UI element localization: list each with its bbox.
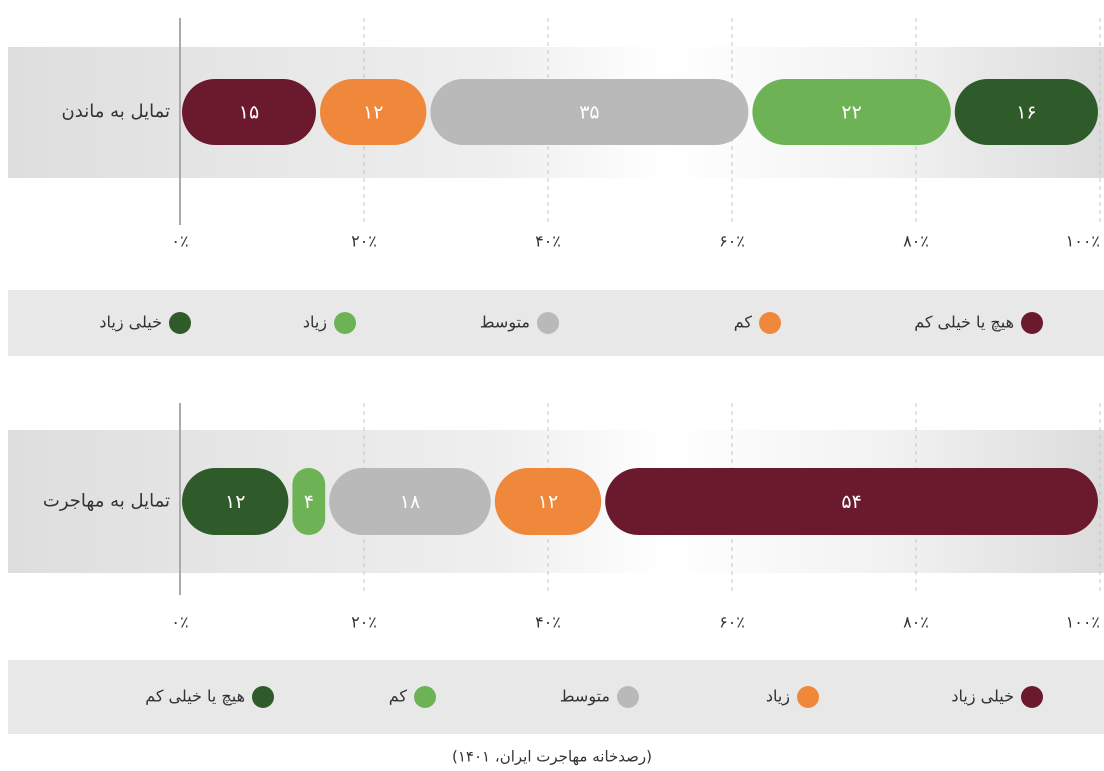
bar-segment [320,79,427,145]
data-label: ۱۲ [363,102,383,124]
legend-swatch [797,686,819,708]
x-tick-label: ۸۰٪ [903,613,929,632]
legend-label: خیلی زیاد [99,313,162,333]
x-tick-label: ۲۰٪ [351,232,377,251]
legend-label: کم [389,687,408,706]
data-label: ۵۴ [841,491,861,513]
bar-segment [329,468,491,535]
legend-label: هیچ یا خیلی کم [145,687,245,706]
category-label: تمایل به مهاجرت [43,491,170,512]
legend-band [8,660,1104,734]
bar-segment [605,468,1098,535]
data-label: ۱۵ [239,102,259,124]
data-label: ۴ [304,491,314,513]
legend-label: کم [734,313,753,332]
x-tick-label: ۰٪ [171,232,188,251]
legend-swatch [759,312,781,334]
category-label: تمایل به ماندن [62,101,170,122]
bar-segment [954,79,1098,145]
bar-segment [292,468,326,535]
data-label: ۱۲ [225,491,245,513]
legend-label: زیاد [766,687,790,707]
bar-segment [494,468,602,535]
legend-swatch [414,686,436,708]
legend-swatch [1021,686,1043,708]
legend-label: متوسط [480,313,530,333]
source: (رصدخانه مهاجرت ایران، ۱۴۰۱) [452,748,652,766]
legend-swatch [252,686,274,708]
data-label: ۱۸ [400,491,420,513]
data-label: ۲۲ [841,102,861,124]
legend-label: هیچ یا خیلی کم [914,313,1014,332]
legend-swatch [537,312,559,334]
x-tick-label: ۶۰٪ [719,232,745,251]
x-tick-label: ۴۰٪ [535,232,561,251]
x-tick-label: ۱۰۰٪ [1066,232,1100,251]
bar-segment [182,468,289,535]
legend-label: زیاد [303,313,327,333]
bar-segment [430,79,749,145]
x-tick-label: ۴۰٪ [535,613,561,632]
bar-segment [182,79,316,145]
legend-swatch [1021,312,1043,334]
legend-label: متوسط [560,687,610,707]
legend-swatch [334,312,356,334]
x-tick-label: ۲۰٪ [351,613,377,632]
x-tick-label: ۸۰٪ [903,232,929,251]
legend-label: خیلی زیاد [951,687,1014,707]
legend-swatch [617,686,639,708]
data-label: ۳۵ [579,102,599,124]
x-tick-label: ۶۰٪ [719,613,745,632]
x-tick-label: ۰٪ [171,613,188,632]
data-label: ۱۶ [1016,102,1036,124]
legend-swatch [169,312,191,334]
data-label: ۱۲ [538,491,558,513]
x-tick-label: ۱۰۰٪ [1066,613,1100,632]
bar-segment [752,79,951,145]
